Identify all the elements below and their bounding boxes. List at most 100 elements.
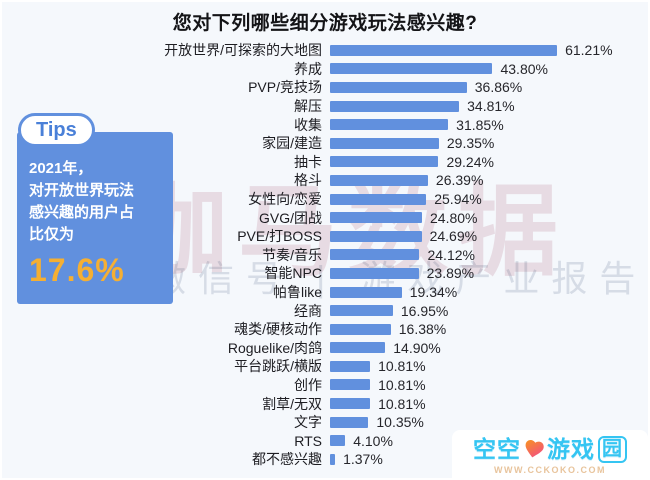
chart-row: 智能NPC 23.89% <box>0 264 613 283</box>
bar-segment <box>330 230 422 242</box>
value-label: 16.95% <box>400 302 449 319</box>
bar-segment <box>330 435 346 447</box>
chart-row: 创作 10.81% <box>0 376 613 395</box>
value-label: 29.24% <box>446 153 494 170</box>
bar-segment <box>330 137 439 149</box>
value-label: 43.80% <box>500 60 548 77</box>
chart-row: RTS 4.10% <box>0 431 613 450</box>
chart-row: 解压 34.81% <box>0 97 613 116</box>
chart-row: 割草/无双 10.81% <box>0 394 613 413</box>
chart-row: Roguelike/肉鸽 14.90% <box>0 339 613 358</box>
value-label: 16.38% <box>398 321 447 338</box>
heart-icon <box>523 438 545 460</box>
value-label: 1.37% <box>343 451 383 468</box>
bar-segment <box>330 416 369 428</box>
chart-row: 文字 10.35% <box>0 413 613 432</box>
category-label: 节奏/音乐 <box>262 246 322 263</box>
bar-segment <box>330 212 422 224</box>
value-label: 14.90% <box>393 339 441 356</box>
chart-row: 经商 16.95% <box>0 301 613 320</box>
tips-badge: Tips <box>18 113 95 147</box>
chart-row: 开放世界/可探索的大地图 61.21% <box>0 41 613 60</box>
category-label: 开放世界/可探索的大地图 <box>164 42 322 59</box>
category-label: 帕鲁like <box>272 284 322 301</box>
chart-title: 您对下列哪些细分游戏玩法感兴趣? <box>172 13 478 34</box>
value-label: 4.10% <box>353 432 393 449</box>
chart-row: 都不感兴趣 1.37% <box>0 450 613 469</box>
bar-segment <box>330 156 439 168</box>
chart-row: 收集 31.85% <box>0 115 613 134</box>
bar-segment <box>330 453 336 465</box>
chart-row: 魂类/硬核动作 16.38% <box>0 320 613 339</box>
tips-body-text: 2021年， 对开放世界玩法 感兴趣的用户占 比仅为 <box>29 160 135 243</box>
logo-text-boxed: 园 <box>598 435 627 463</box>
value-label: 10.81% <box>378 376 426 393</box>
bar-segment <box>330 174 428 186</box>
bar-chart: 开放世界/可探索的大地图 61.21% 养成 43.80% PVP/竞技场 36… <box>0 41 613 469</box>
tips-highlight-value: 17.6% <box>29 252 125 288</box>
value-label: 10.81% <box>378 358 426 375</box>
chart-row: 格斗 26.39% <box>0 171 613 190</box>
bar-segment <box>330 360 371 372</box>
value-label: 10.35% <box>376 414 424 431</box>
category-label: 抽卡 <box>294 153 322 170</box>
logo-url-text: WWW.CCKOKO.COM <box>494 464 606 475</box>
bar-segment <box>330 342 386 354</box>
bar-segment <box>330 193 427 205</box>
site-logo-box: 空空 游戏 园 WWW.CCKOKO.COM <box>452 430 648 480</box>
category-label: PVE/打BOSS <box>237 228 322 245</box>
chart-row: 帕鲁like 19.34% <box>0 283 613 302</box>
value-label: 61.21% <box>565 42 613 59</box>
chart-row: 节奏/音乐 24.12% <box>0 246 613 265</box>
bar-segment <box>330 379 371 391</box>
bar-segment <box>330 63 493 75</box>
value-label: 34.81% <box>467 98 515 115</box>
value-label: 10.81% <box>378 395 426 412</box>
chart-row: 女性向/恋爱 25.94% <box>0 190 613 209</box>
bar-segment <box>330 323 391 335</box>
bar-segment <box>330 44 558 56</box>
bar-segment <box>330 249 420 261</box>
category-label: 智能NPC <box>264 265 322 282</box>
bar-segment <box>330 100 460 112</box>
category-label: 经商 <box>294 302 322 319</box>
bar-segment <box>330 119 449 131</box>
tips-callout: Tips 2021年， 对开放世界玩法 感兴趣的用户占 比仅为 17.6% <box>17 113 173 304</box>
chart-row: 平台跳跃/横版 10.81% <box>0 357 613 376</box>
bar-segment <box>330 398 371 410</box>
category-label: 创作 <box>294 376 322 393</box>
category-label: 养成 <box>294 60 322 77</box>
chart-row: PVP/竞技场 36.86% <box>0 78 613 97</box>
value-label: 23.89% <box>426 265 475 282</box>
value-label: 24.69% <box>429 228 478 245</box>
chart-row: 家园/建造 29.35% <box>0 134 613 153</box>
category-label: 割草/无双 <box>262 395 322 412</box>
value-label: 19.34% <box>409 284 458 301</box>
chart-row: 抽卡 29.24% <box>0 153 613 172</box>
value-label: 24.80% <box>430 209 478 226</box>
logo-text-left: 空空 <box>473 435 521 462</box>
category-label: 家园/建造 <box>262 135 322 152</box>
category-label: RTS <box>294 432 322 449</box>
category-label: 格斗 <box>294 172 322 189</box>
category-label: PVP/竞技场 <box>248 79 322 96</box>
value-label: 26.39% <box>435 172 484 189</box>
site-logo: 空空 游戏 园 <box>473 435 627 463</box>
category-label: 女性向/恋爱 <box>248 191 322 208</box>
category-label: 解压 <box>294 98 322 115</box>
chart-row: 养成 43.80% <box>0 60 613 79</box>
category-label: 都不感兴趣 <box>252 451 322 468</box>
bar-segment <box>330 267 419 279</box>
value-label: 36.86% <box>474 79 523 96</box>
category-label: GVG/团战 <box>258 209 322 226</box>
bar-segment <box>330 81 467 93</box>
value-label: 29.35% <box>446 135 495 152</box>
logo-text-mid: 游戏 <box>547 435 595 462</box>
value-label: 25.94% <box>434 191 482 208</box>
category-label: 收集 <box>294 116 322 133</box>
bar-segment <box>330 305 393 317</box>
value-label: 24.12% <box>427 246 475 263</box>
category-label: Roguelike/肉鸽 <box>227 339 322 356</box>
chart-row: PVE/打BOSS 24.69% <box>0 227 613 246</box>
category-label: 魂类/硬核动作 <box>234 321 322 338</box>
